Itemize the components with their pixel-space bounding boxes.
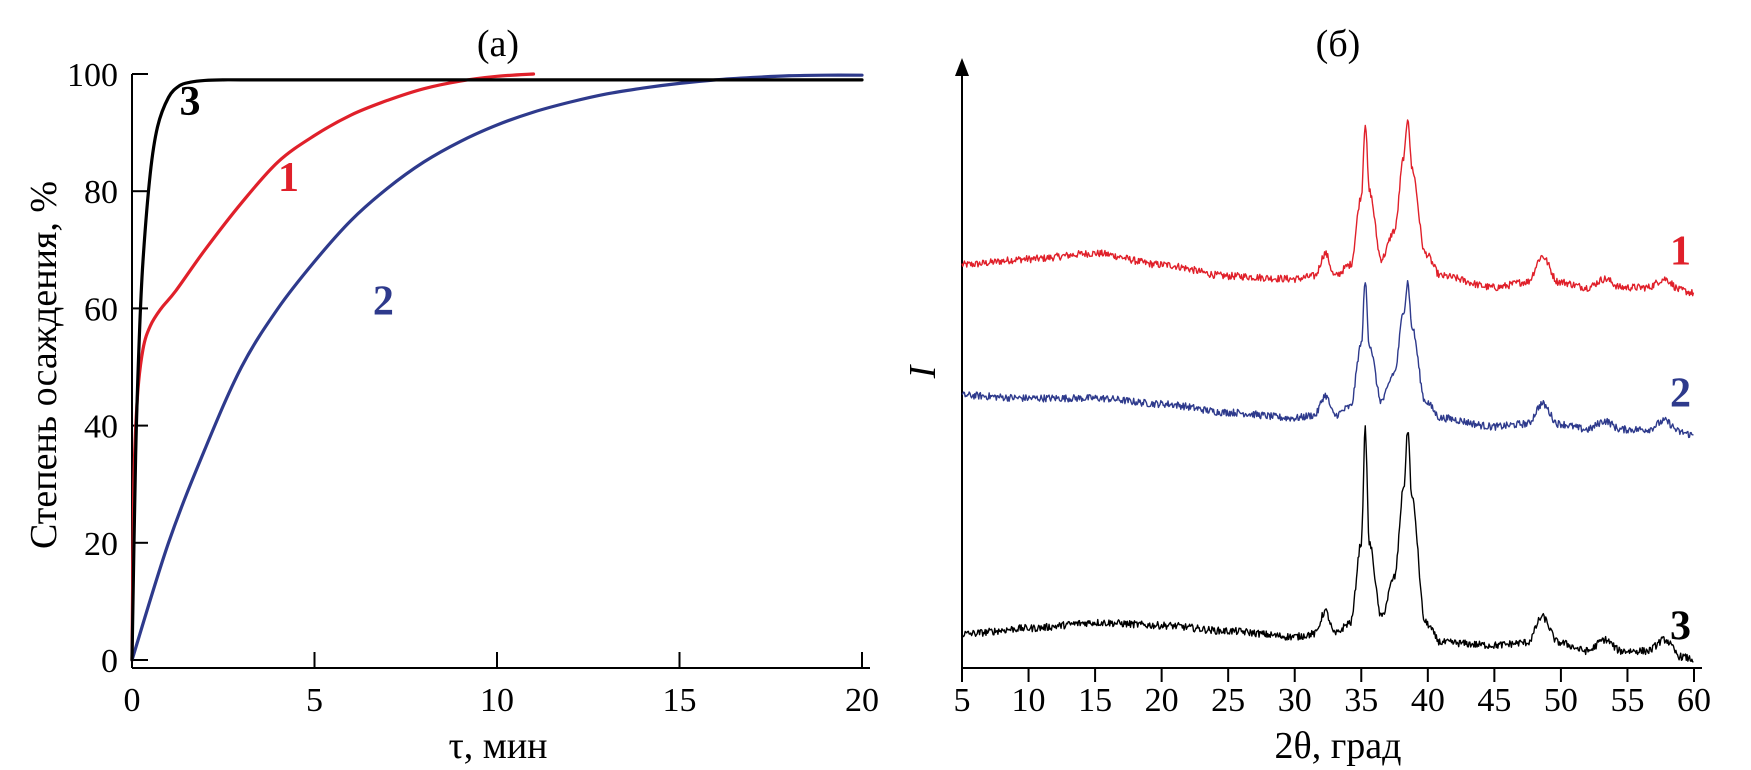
a-series-label-1: 1 [278, 155, 299, 201]
b-x-tick-label: 55 [1610, 682, 1644, 719]
a-y-tick-label: 80 [84, 174, 118, 211]
a-x-tick-label: 15 [663, 682, 697, 719]
panel-b-series: 1 2 3 [961, 119, 1695, 663]
a-series-label-2: 2 [373, 278, 394, 324]
b-x-tick-label: 30 [1278, 682, 1312, 719]
b-series-line-2 [961, 279, 1694, 439]
panel-b-y-axis-arrowhead [955, 58, 969, 76]
a-y-tick-label: 0 [101, 643, 118, 680]
panel-a-x-axis-label: τ, мин [449, 725, 548, 767]
a-series-line-3 [130, 78, 864, 662]
b-x-tick-label: 45 [1477, 682, 1511, 719]
a-y-tick-label: 20 [84, 526, 118, 563]
a-series-line-2 [130, 73, 864, 662]
panel-b-ticks: 5 10 15 20 25 30 35 40 45 50 55 60 [954, 668, 1711, 719]
a-series-line-1 [130, 72, 536, 662]
b-series-line-1 [961, 119, 1695, 297]
b-x-tick-label: 35 [1344, 682, 1378, 719]
panel-b-x-axis-label: 2θ, град [1275, 725, 1402, 767]
a-x-tick-label: 20 [845, 682, 879, 719]
a-y-tick-label: 60 [84, 291, 118, 328]
b-x-tick-label: 40 [1411, 682, 1445, 719]
a-y-tick-label: 100 [67, 57, 118, 94]
b-x-tick-label: 5 [954, 682, 971, 719]
b-x-tick-label: 50 [1544, 682, 1578, 719]
b-x-tick-label: 20 [1145, 682, 1179, 719]
b-x-tick-label: 15 [1078, 682, 1112, 719]
panel-a-y-axis-label: Степень осаждения, % [23, 181, 65, 549]
a-x-tick-label: 5 [306, 682, 323, 719]
a-series-label-3: 3 [179, 79, 200, 125]
b-series-label-3: 3 [1670, 604, 1691, 650]
panel-a-ticks: 0 5 10 15 20 0 20 40 60 80 100 [67, 57, 879, 719]
a-y-tick-label: 40 [84, 409, 118, 446]
b-x-tick-label: 10 [1012, 682, 1046, 719]
b-x-tick-label: 25 [1211, 682, 1245, 719]
a-x-tick-label: 10 [480, 682, 514, 719]
panel-a-label: (а) [477, 23, 519, 65]
b-series-line-3 [961, 425, 1694, 663]
b-series-label-2: 2 [1670, 371, 1691, 417]
panel-b-label: (б) [1316, 23, 1361, 65]
a-x-tick-label: 0 [124, 682, 141, 719]
panel-a-series: 1 2 3 [130, 72, 864, 662]
b-x-tick-label: 60 [1677, 682, 1711, 719]
b-series-label-1: 1 [1670, 229, 1691, 275]
panel-a-kinetics-chart: (а) 0 5 10 15 20 0 20 40 60 80 100 1 2 3 τ, мин Степ… [23, 23, 879, 767]
panel-b-xrd-chart: (б) 5 10 15 20 25 30 35 40 45 50 55 60 1 2 3 2θ, град… [902, 23, 1711, 767]
panel-b-y-axis-label: I [902, 363, 944, 379]
